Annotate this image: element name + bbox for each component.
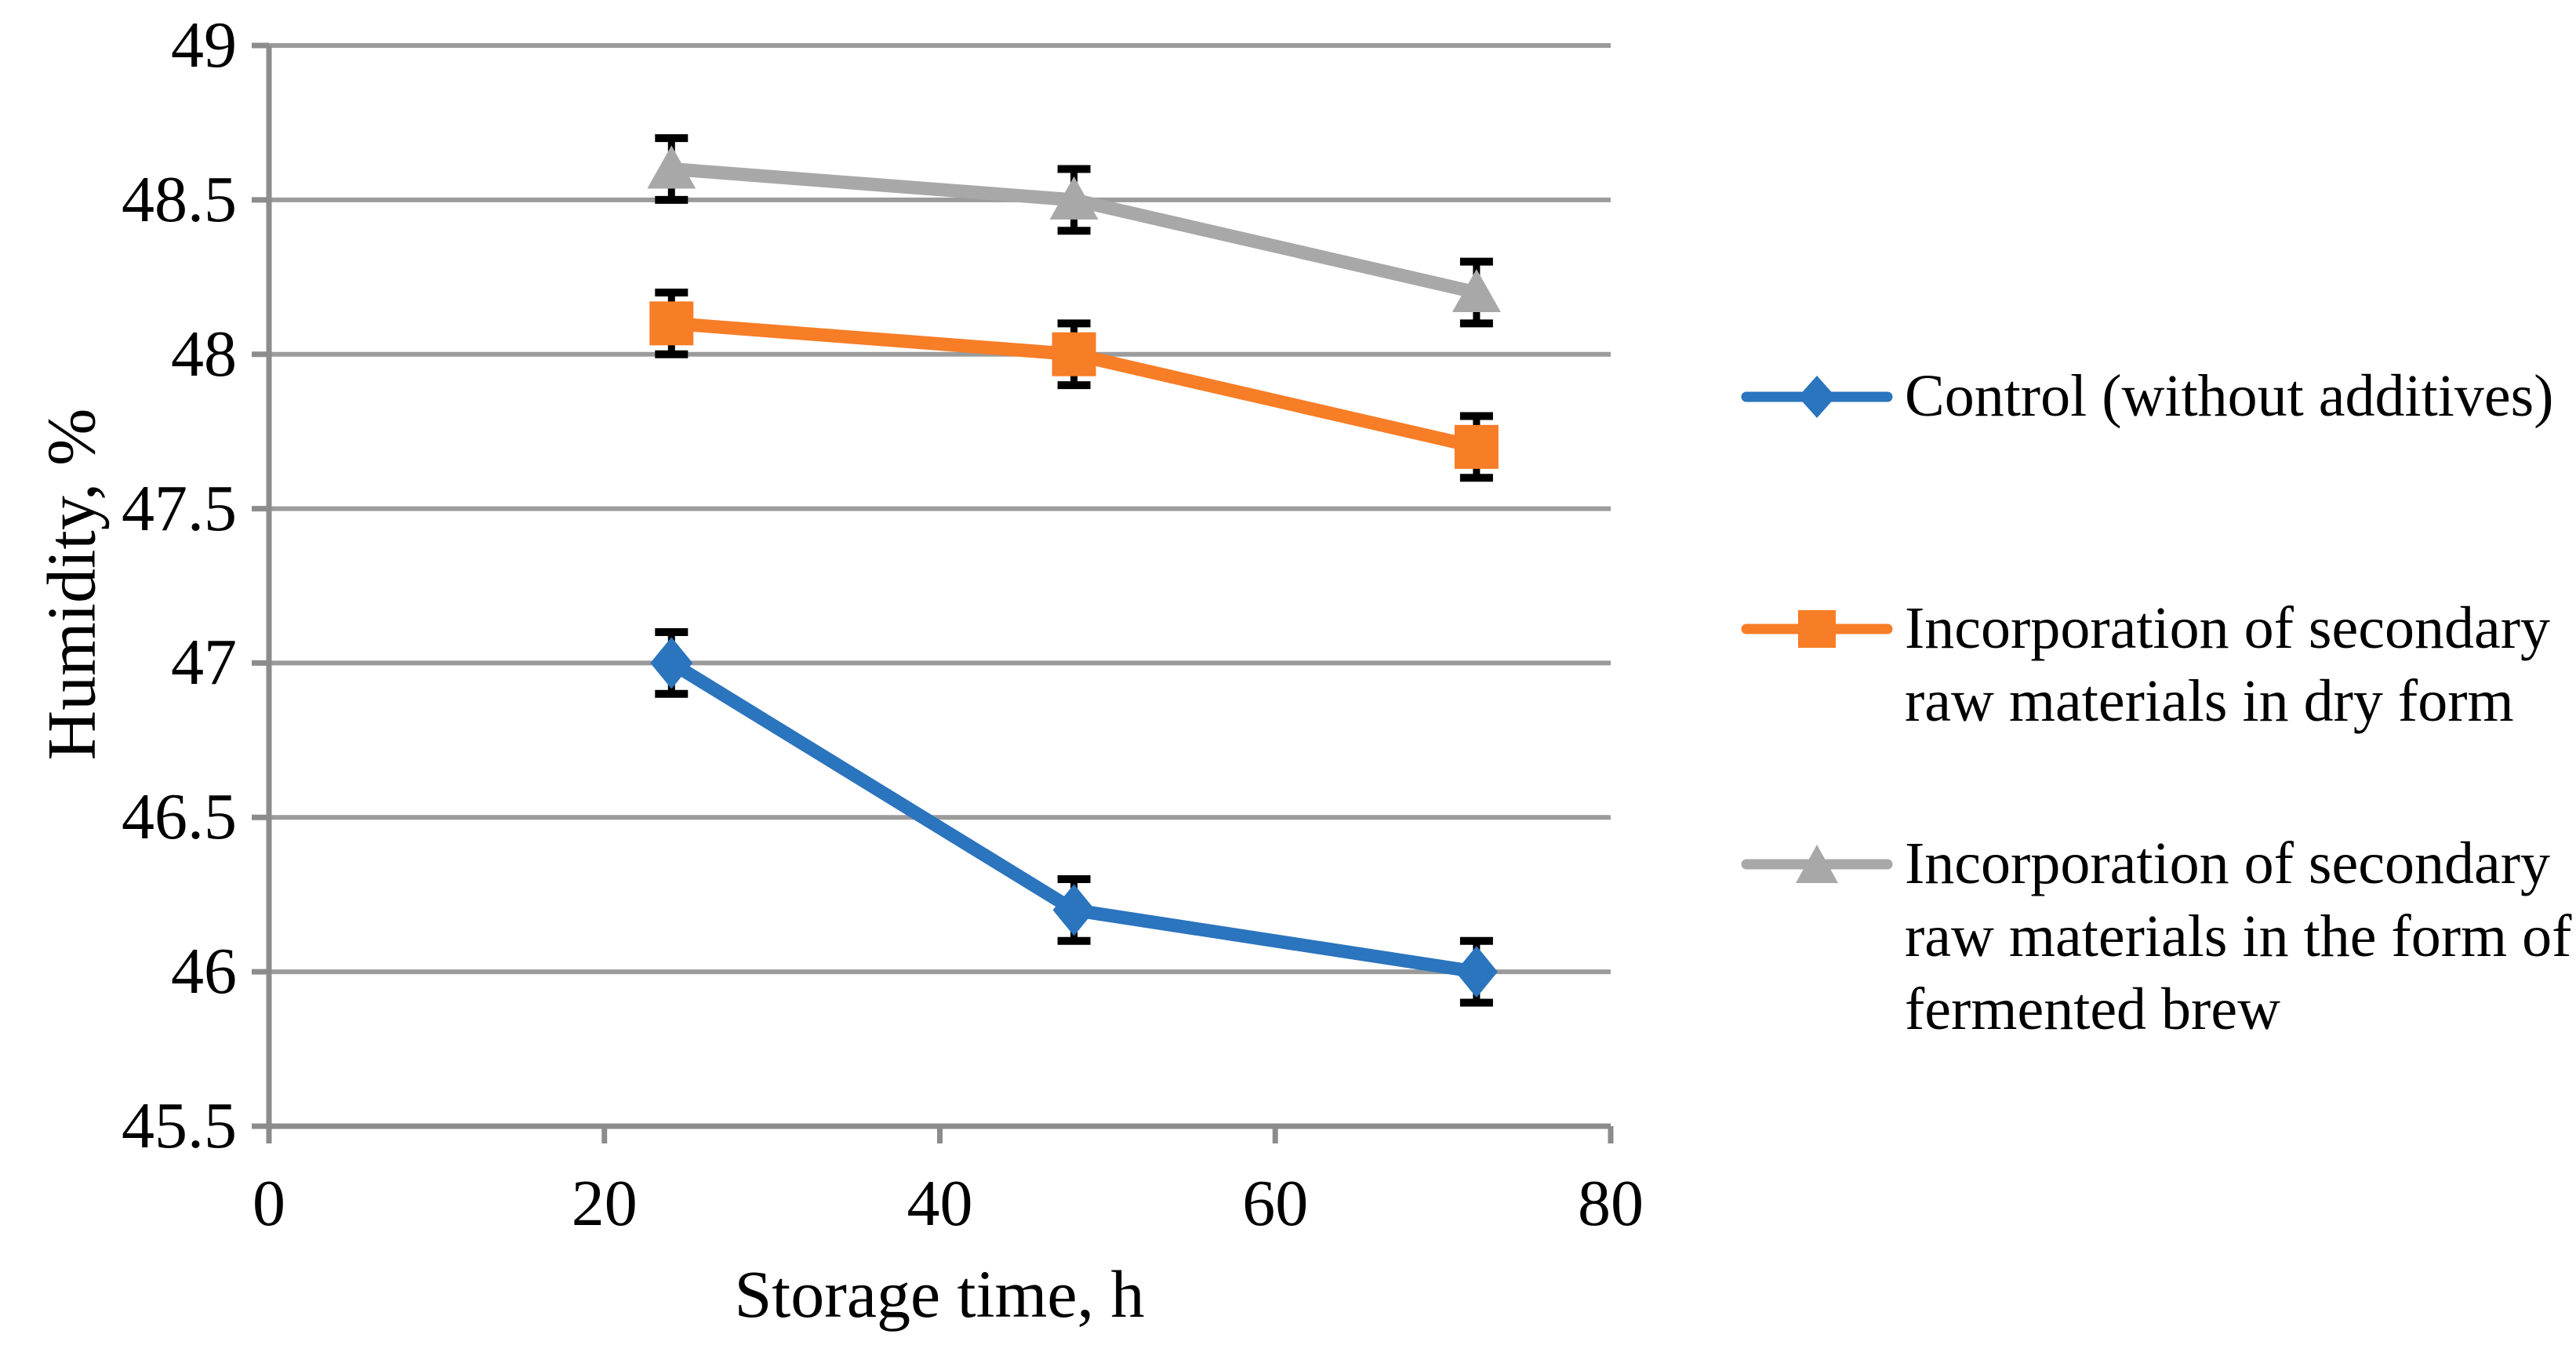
data-point-diamond xyxy=(1052,884,1095,936)
legend-label-control: Control (without additives) xyxy=(1905,363,2554,429)
legend-entry-control: Control (without additives) xyxy=(1739,360,2576,433)
data-point-triangle xyxy=(1451,268,1501,312)
chart-legend: Control (without additives) Incorporatio… xyxy=(1739,0,2576,1345)
legend-label-fermented-brew: Incorporation of secondary raw materials… xyxy=(1905,831,2572,1042)
data-point-diamond xyxy=(1455,946,1498,998)
legend-swatch-square-icon xyxy=(1741,610,1893,648)
legend-entry-fermented-brew: Incorporation of secondary raw materials… xyxy=(1739,827,2576,1046)
data-point-triangle xyxy=(1049,176,1099,220)
data-point-square xyxy=(1454,424,1499,469)
data-point-square xyxy=(1052,332,1096,376)
legend-label-dry-form: Incorporation of secondary raw materials… xyxy=(1905,595,2551,734)
data-point-square xyxy=(649,301,694,346)
data-point-diamond xyxy=(650,637,693,689)
data-point-triangle xyxy=(647,145,696,189)
legend-entry-dry-form: Incorporation of secondary raw materials… xyxy=(1739,592,2576,738)
legend-swatch-triangle-icon xyxy=(1741,845,1893,883)
legend-swatch-diamond-icon xyxy=(1741,376,1893,418)
